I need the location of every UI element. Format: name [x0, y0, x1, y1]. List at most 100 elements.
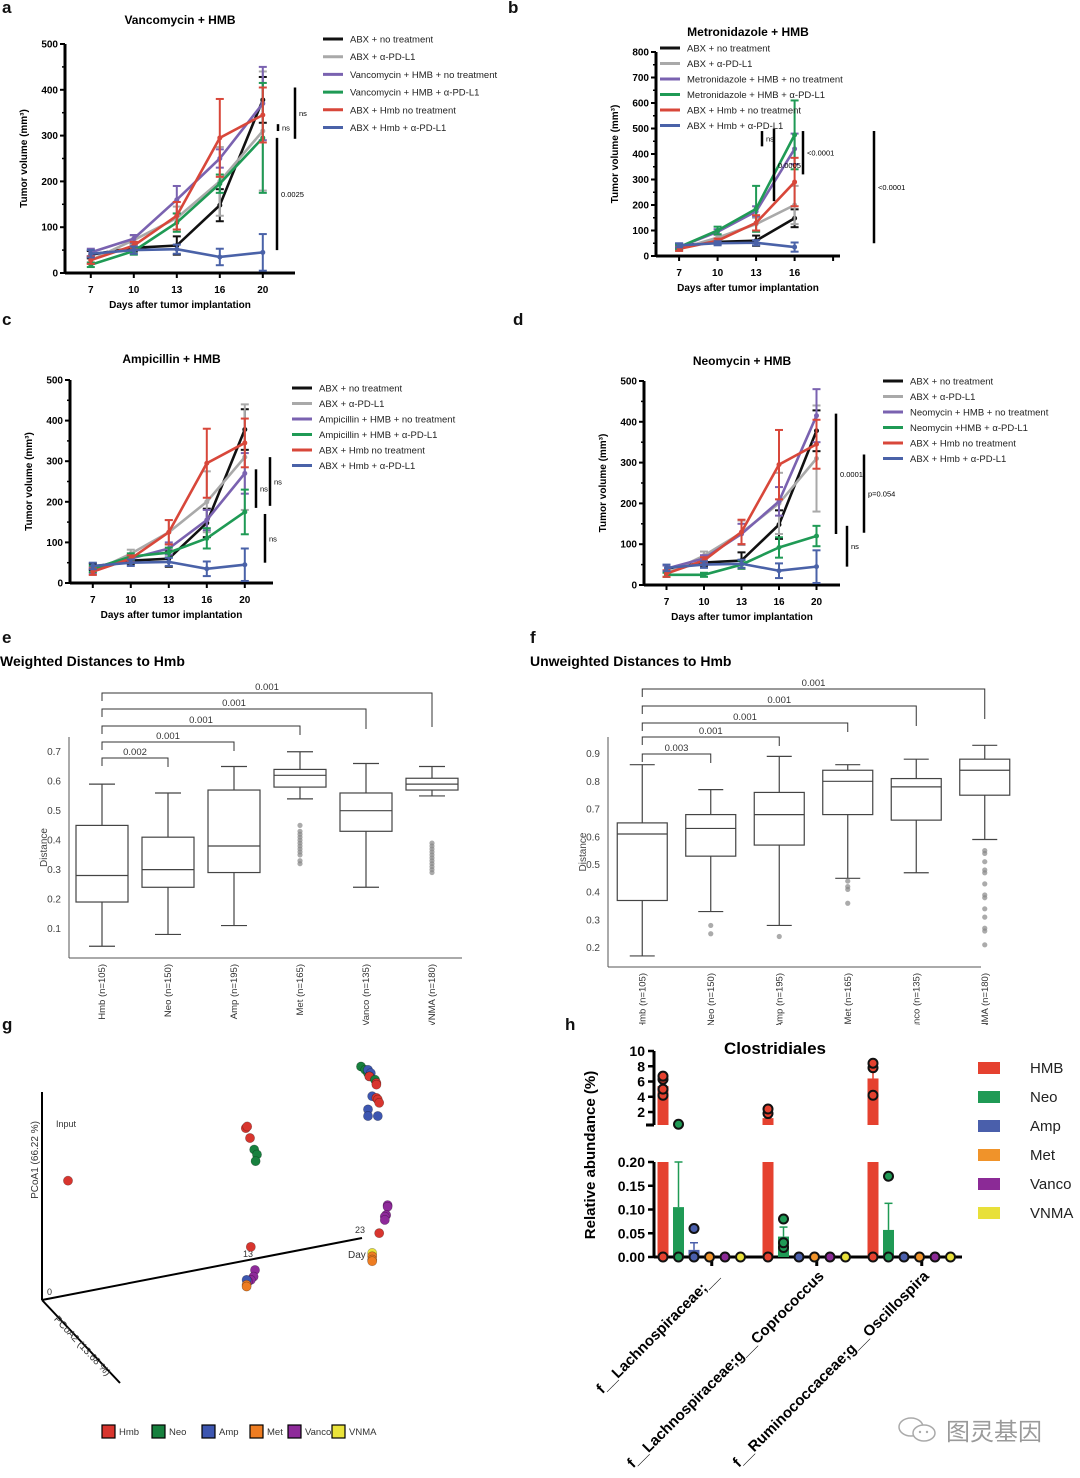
scatter-point — [63, 1175, 73, 1186]
x-tick-label: 20 — [239, 595, 251, 606]
y-tick-label: 8 — [637, 1058, 645, 1074]
chart-title: Neomycin + HMB — [693, 354, 792, 368]
legend-label: Vanco — [1030, 1176, 1071, 1193]
x-tick-label: Vanco (n=135) — [361, 964, 372, 1025]
p-value-label: 0.001 — [189, 715, 213, 726]
comparison-bracket — [101, 692, 433, 727]
x-tick-label: Hmb (n=105) — [97, 964, 108, 1020]
p-value-label: 0.001 — [699, 726, 723, 737]
data-point — [166, 550, 172, 556]
data-point — [90, 569, 96, 575]
y-tick-label: 200 — [46, 497, 63, 508]
legend-label: VNMA — [1030, 1205, 1073, 1222]
scatter-point — [379, 1215, 390, 1225]
scatter-point — [374, 1097, 385, 1108]
data-point — [676, 242, 682, 248]
x-axis-label: Days after tumor implantation — [671, 612, 813, 623]
chart-title: Weighted Distances to Hmb — [0, 653, 185, 669]
legend-label: ABX + Hmb + α-PD-L1 — [910, 454, 1006, 465]
legend-label: ABX + no treatment — [687, 44, 771, 55]
comparison-bracket — [641, 705, 917, 726]
box — [822, 769, 874, 816]
outlier — [776, 933, 782, 940]
data-point — [88, 251, 94, 257]
data-point — [914, 1251, 925, 1263]
panel-label-c: c — [2, 310, 12, 329]
p-value-label: 0.001 — [222, 698, 246, 709]
legend-swatch — [978, 1207, 1000, 1219]
outlier — [982, 848, 988, 854]
data-point — [715, 240, 721, 246]
data-point — [664, 571, 669, 577]
outlier — [297, 822, 303, 828]
x-tick-label: VNMA (n=180) — [980, 973, 991, 1025]
y-tick-label: 0.3 — [586, 915, 600, 926]
y-tick-label: 300 — [41, 131, 58, 142]
x-tick-label: Neo (n=150) — [163, 964, 174, 1017]
data-point — [242, 509, 248, 515]
y-tick-label: 0.4 — [47, 836, 61, 847]
data-point — [792, 244, 798, 250]
data-point — [814, 413, 819, 419]
scatter-point — [371, 1079, 382, 1090]
legend-swatch — [249, 1424, 264, 1439]
y-tick-label: 10 — [629, 1043, 645, 1059]
legend-label: HMB — [1030, 1060, 1063, 1077]
y-tick-label: 300 — [632, 175, 649, 186]
significance-label: ns — [282, 124, 290, 133]
outlier — [708, 931, 714, 937]
data-point — [217, 135, 223, 141]
data-point — [260, 249, 266, 255]
legend-swatch — [287, 1424, 302, 1439]
x-tick-label: Neo (n=150) — [706, 973, 717, 1025]
outlier — [982, 867, 988, 873]
y-tick-label: 0 — [57, 579, 63, 590]
legend-label: Metronidazole + HMB + α-PD-L1 — [687, 90, 825, 101]
data-point — [883, 1170, 894, 1182]
data-point — [174, 213, 180, 219]
outlier — [297, 858, 303, 864]
data-point — [688, 1251, 700, 1263]
outlier — [845, 900, 851, 906]
legend-label: Ampicillin + HMB + α-PD-L1 — [319, 430, 437, 441]
data-point — [204, 535, 210, 541]
p-value-label: 0.001 — [156, 731, 180, 742]
input-annotation: Input — [56, 1119, 77, 1129]
time-tick-label: 23 — [355, 1225, 365, 1235]
significance-label: ns — [269, 534, 277, 543]
data-point — [217, 181, 223, 187]
x-tick-label: 7 — [664, 597, 670, 608]
scatter-point — [382, 1201, 393, 1212]
line-chart-ampicillin: Ampicillin + HMB 0 100 200 300 400 500 7 10 13 16 2… — [24, 352, 456, 621]
x-tick-label: 16 — [201, 595, 213, 606]
outlier — [708, 922, 714, 929]
data-point — [242, 470, 248, 476]
x-tick-label: Met (n=165) — [843, 973, 854, 1025]
outlier — [982, 859, 988, 865]
boxplot-weighted: Weighted Distances to Hmb 0.1 0.2 0.3 0.4 0.5… — [0, 653, 462, 1025]
x-tick-label: Amp (n=195) — [229, 964, 240, 1019]
y-tick-label: 300 — [620, 458, 637, 469]
data-point — [814, 564, 819, 570]
bar-upper — [657, 1086, 669, 1125]
x-tick-label: 7 — [676, 268, 682, 279]
data-point — [204, 566, 210, 572]
box — [959, 758, 1011, 796]
data-point — [776, 568, 782, 574]
x-tick-label: f__Lachnospiraceae;__ — [593, 1267, 723, 1397]
data-point — [673, 1118, 684, 1130]
data-point — [242, 440, 248, 446]
data-point — [715, 228, 721, 233]
panel-label-d: d — [513, 310, 524, 329]
legend-swatch — [978, 1120, 1000, 1132]
scatter-point — [250, 1156, 261, 1167]
y-axis-label: Tumor volume (mm³) — [24, 432, 35, 531]
boxplot-unweighted: Unweighted Distances to Hmb 0.2 0.3 0.4 0.5 0… — [530, 653, 1011, 1025]
watermark-text: 图灵基因 — [946, 1418, 1042, 1446]
outlier — [982, 942, 988, 948]
legend-label: Neomycin + HMB + no treatment — [910, 408, 1049, 419]
data-point — [701, 572, 707, 578]
y-tick-label: 0.05 — [618, 1225, 645, 1241]
data-point — [762, 1251, 774, 1263]
